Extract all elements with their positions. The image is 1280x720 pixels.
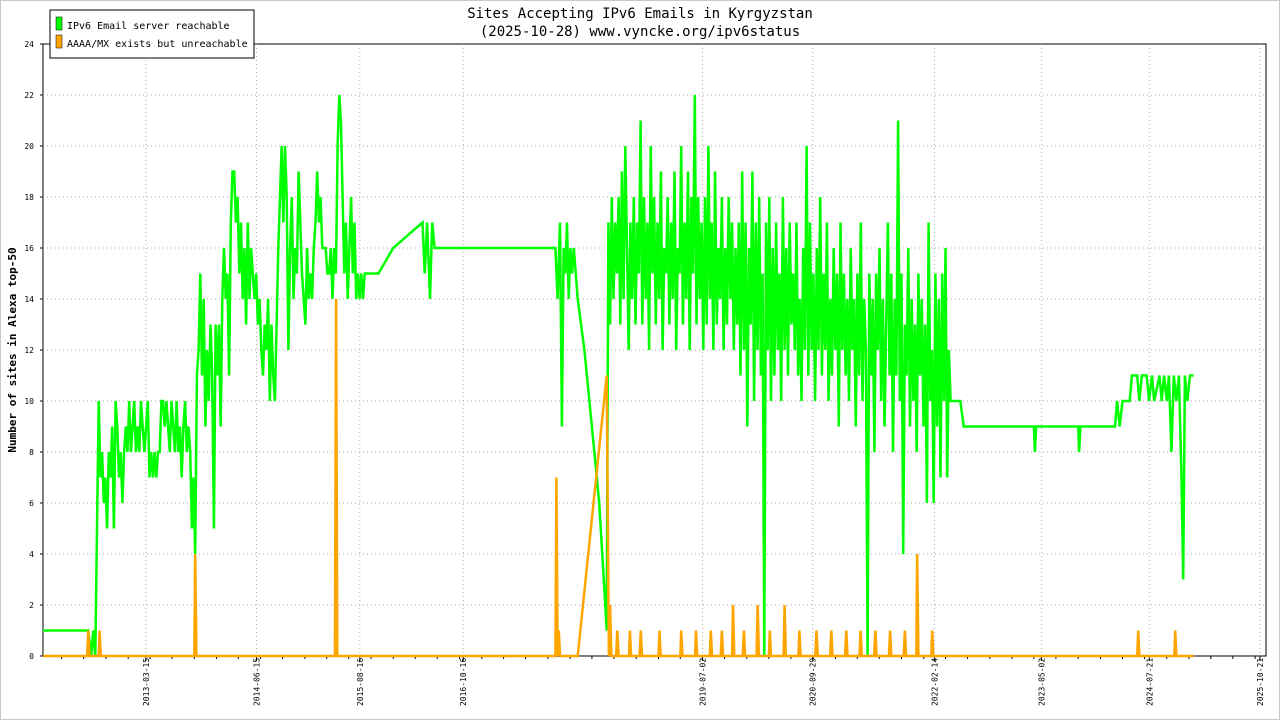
y-tick-label: 18 [24,193,34,202]
y-tick-label: 4 [29,550,34,559]
y-tick-label: 0 [29,652,34,661]
x-tick-label: 2020-09-29 [809,658,818,706]
x-tick-label: 2023-05-02 [1037,658,1046,706]
y-tick-label: 16 [24,244,34,253]
x-tick-label: 2013-03-15 [142,658,151,706]
x-tick-label: 2022-02-14 [930,658,939,706]
x-tick-label: 2014-06-15 [252,658,261,706]
x-tick-label: 2019-07-02 [699,658,708,706]
legend-label-unreachable: AAAA/MX exists but unreachable [67,39,248,50]
plot-area [42,43,1267,657]
chart-title: Sites Accepting IPv6 Emails in Kyrgyzsta… [467,6,813,22]
x-tick-label: 2025-10-21 [1256,658,1265,706]
y-tick-label: 22 [24,91,34,100]
y-axis-label: Number of sites in Alexa top-50 [6,247,19,452]
legend-box [49,9,255,59]
legend-swatch-reachable [55,16,63,31]
y-tick-label: 24 [24,40,34,49]
y-tick-label: 8 [29,448,34,457]
y-tick-label: 12 [24,346,34,355]
y-tick-label: 20 [24,142,34,151]
x-tick-label: 2024-07-21 [1145,658,1154,706]
legend-swatch-unreachable [55,34,63,49]
series-line-reachable [43,94,1194,657]
x-tick-label: 2016-10-16 [459,658,468,706]
x-tick-label: 2015-08-16 [356,658,365,706]
chart-subtitle: (2025-10-28) www.vyncke.org/ipv6status [480,24,800,40]
series-layer [43,94,1194,658]
legend-label-reachable: IPv6 Email server reachable [67,21,230,32]
y-tick-label: 6 [29,499,34,508]
y-tick-label: 14 [24,295,34,304]
y-tick-label: 10 [24,397,34,406]
y-tick-label: 2 [29,601,34,610]
legend: IPv6 Email server reachable AAAA/MX exis… [49,9,255,59]
series-line-unreachable [43,298,1194,658]
grid-layer [42,43,1267,657]
